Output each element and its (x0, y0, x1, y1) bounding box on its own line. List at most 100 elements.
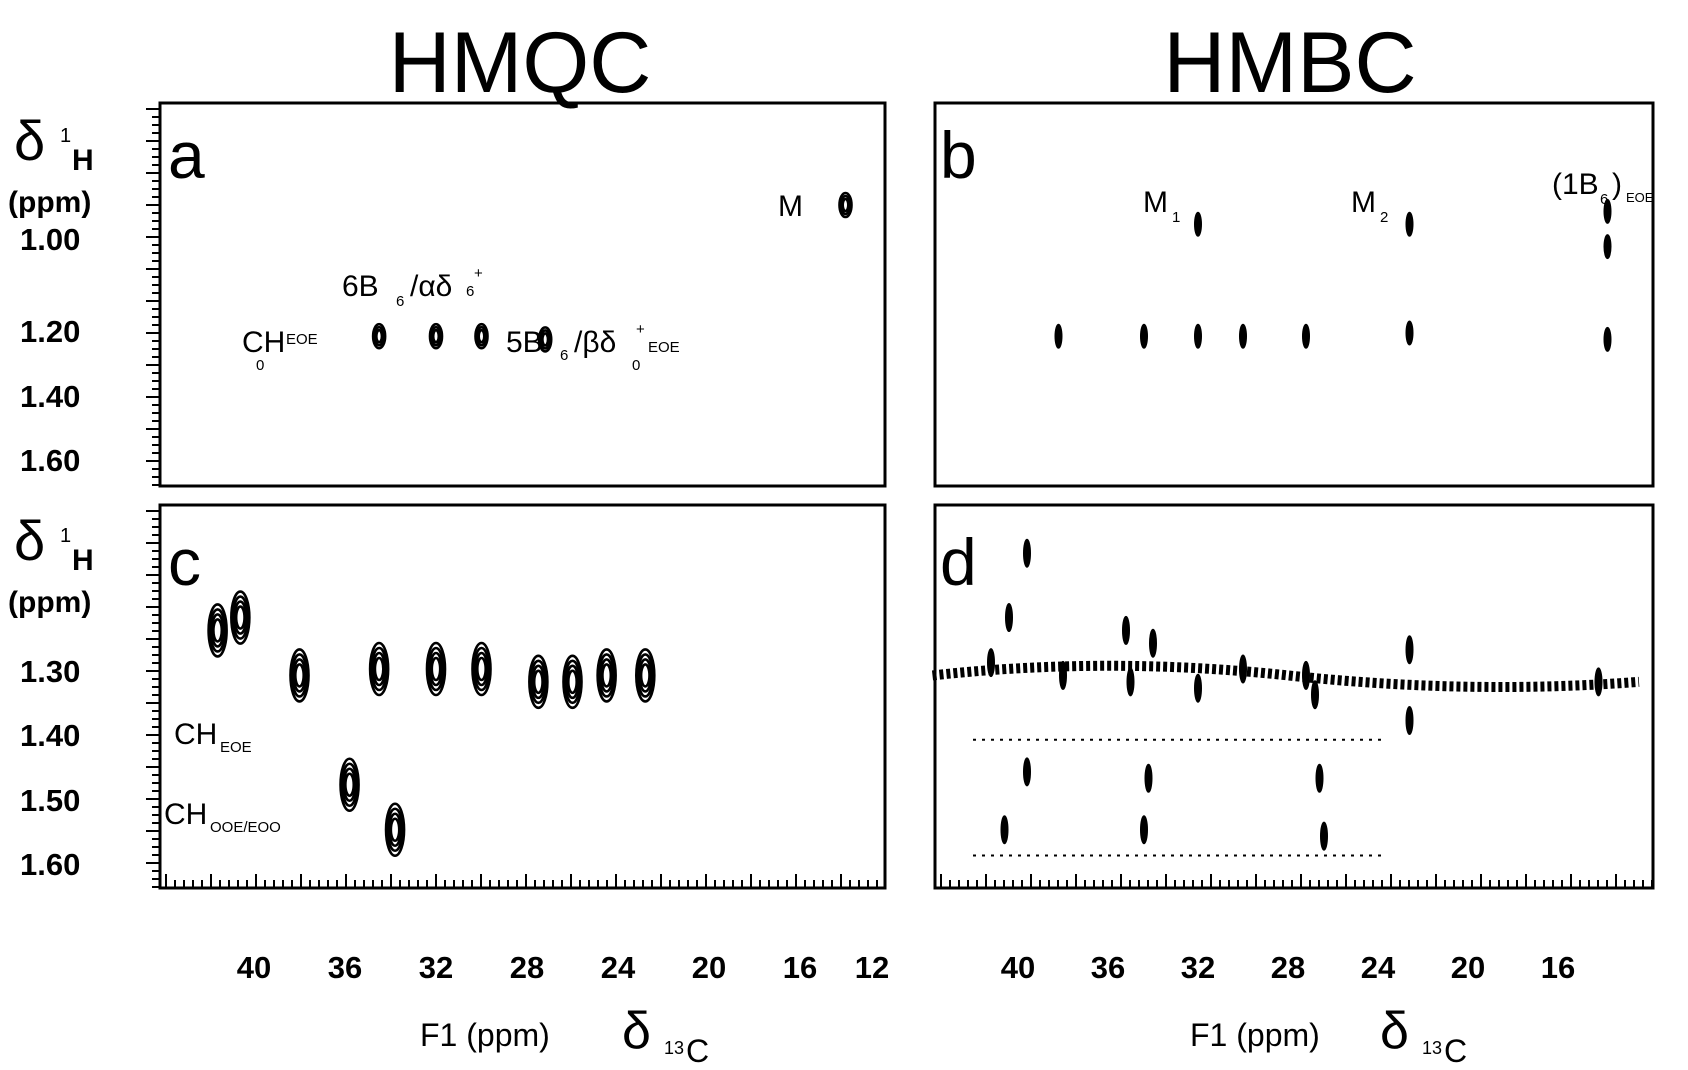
y-tick-label: 1.60 (20, 847, 80, 882)
peak-marks (207, 191, 1640, 858)
contour-peak (207, 603, 228, 658)
contour-peak (477, 328, 486, 344)
panel-letter-c: c (168, 525, 201, 599)
contour-peak (539, 329, 551, 350)
x-label-element: C (1444, 1033, 1467, 1069)
contour-peak (596, 648, 617, 703)
filled-peak (1603, 198, 1612, 224)
contour-peak (841, 197, 850, 213)
x-tick-label: 28 (1271, 950, 1305, 985)
filled-peak (1000, 815, 1009, 845)
x-tick-label: 32 (419, 950, 453, 985)
filled-peak (1405, 705, 1414, 735)
x-tick-label: 32 (1181, 950, 1215, 985)
title-hmqc: HMQC (389, 15, 652, 111)
annotation-label: /αδ (410, 270, 452, 303)
annotation-label: CH (242, 326, 285, 359)
contour-peak (210, 613, 225, 648)
y-ticks-top: 1.00 1.20 1.40 1.60 (20, 222, 80, 478)
x-ticks-right: 40 36 32 28 24 20 16 (1001, 950, 1575, 985)
contour-peak (386, 807, 404, 853)
y-axis-label-bottom: δ 1 H (ppm) (8, 509, 94, 619)
annotation-subscript: 6 (560, 347, 568, 364)
filled-peak (1405, 320, 1414, 346)
annotation-subscript: OOE/EOO (210, 819, 281, 836)
annotation-superscript: + (474, 265, 483, 282)
filled-peak (1311, 680, 1319, 710)
contour-peak (427, 646, 445, 692)
annotation-superscript: + (636, 321, 645, 338)
filled-peak (1005, 603, 1013, 633)
filled-peak (1405, 635, 1414, 665)
contour-peak (372, 651, 387, 687)
contour-peak (838, 191, 853, 219)
y-tick-label: 1.40 (20, 379, 80, 414)
x-tick-label: 40 (1001, 950, 1035, 985)
contour-peak (562, 654, 583, 710)
contour-peak (292, 658, 307, 693)
x-tick-label: 12 (855, 950, 889, 985)
y-label-element: H (72, 144, 94, 177)
y-tick-label: 1.60 (20, 443, 80, 478)
contour-peak (339, 757, 360, 813)
annotation-label: ) (1612, 168, 1622, 201)
filled-peak (1405, 211, 1414, 237)
contour-peak (344, 772, 356, 798)
x-axis-label-right: F1 (ppm) δ 13 C (1190, 1002, 1467, 1069)
contour-peak (387, 812, 403, 848)
contour-peak (636, 653, 654, 698)
filled-peak (1140, 323, 1148, 349)
filled-peak (1122, 615, 1130, 645)
annotation-subscript: EOE (220, 739, 252, 756)
filled-peak (1023, 757, 1031, 787)
annotation-subscript: 6 (1600, 191, 1608, 208)
contour-peak (368, 641, 390, 697)
x-tick-label: 40 (237, 950, 271, 985)
panel-c-annotations: CH EOE CH OOE/EOO (164, 718, 281, 836)
contour-peak (230, 590, 251, 645)
contour-peak (471, 641, 492, 697)
contour-peak (375, 328, 384, 344)
filled-peak (1194, 211, 1202, 237)
contour-peak (340, 762, 359, 808)
contour-peak (428, 322, 444, 350)
x-tick-label: 16 (783, 950, 817, 985)
annotation-label: (1B (1552, 168, 1599, 201)
filled-peak (1315, 763, 1324, 793)
filled-peak (1023, 538, 1031, 568)
contour-peak (212, 618, 224, 643)
contour-peak (528, 654, 549, 710)
contour-peak (233, 600, 248, 635)
contour-peak (638, 658, 653, 693)
contour-peak (234, 605, 246, 630)
contour-peak (428, 651, 444, 687)
y-axis-label-top: δ 1 H (ppm) (8, 109, 94, 219)
panel-letter-a: a (168, 118, 205, 192)
x-tick-label: 20 (692, 950, 726, 985)
contour-peak (389, 817, 401, 843)
contour-peak (373, 325, 385, 347)
y-label-unit: (ppm) (8, 186, 91, 219)
contour-peak (430, 325, 442, 347)
x-label-text: F1 (ppm) (1190, 1017, 1320, 1053)
panel-letter-b: b (940, 118, 977, 192)
annotation-label: M (1143, 186, 1168, 219)
annotation-subscript: 6 (466, 283, 474, 300)
y-label-element: H (72, 544, 94, 577)
contour-peak (601, 663, 613, 688)
annotation-label: /βδ (574, 326, 616, 359)
y-ticks-bottom: 1.30 1.40 1.50 1.60 (20, 654, 80, 882)
title-hmbc: HMBC (1163, 15, 1416, 111)
annotation-subscript: EOE (286, 331, 318, 348)
contour-peak (529, 659, 548, 705)
contour-peak (599, 658, 614, 693)
annotation-label: M (778, 190, 803, 223)
filled-peak (1149, 628, 1157, 658)
contour-peak (639, 663, 651, 688)
contour-peak (342, 767, 357, 803)
panel-b-frame (933, 101, 1655, 488)
y-label-delta: δ (14, 109, 45, 172)
filled-peak (1302, 323, 1310, 349)
contour-peak (634, 648, 656, 703)
